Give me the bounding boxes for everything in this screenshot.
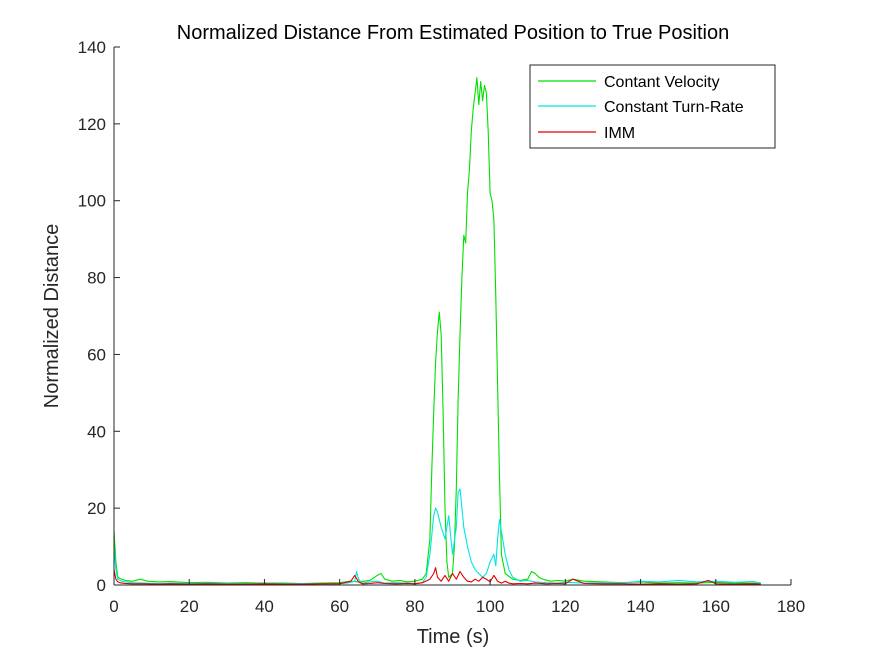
x-tick-label: 80 — [405, 597, 424, 616]
plot-area — [113, 47, 791, 586]
y-tick-label: 40 — [87, 422, 106, 441]
x-tick-label: 20 — [180, 597, 199, 616]
y-tick-label: 80 — [87, 269, 106, 288]
series-line-contant-velocity — [113, 77, 761, 585]
x-tick-label: 100 — [476, 597, 504, 616]
chart-title: Normalized Distance From Estimated Posit… — [177, 22, 729, 44]
x-tick-label: 160 — [702, 597, 730, 616]
legend-label-contant-velocity: Contant Velocity — [604, 74, 720, 91]
y-tick-label: 100 — [78, 192, 106, 211]
y-ticks: 0 20 40 60 80 100 120 140 — [78, 38, 120, 595]
x-axis-label: Time (s) — [417, 626, 490, 648]
x-tick-label: 180 — [777, 597, 805, 616]
y-tick-label: 20 — [87, 499, 106, 518]
y-tick-label: 140 — [78, 38, 106, 57]
y-tick-label: 0 — [97, 576, 106, 595]
legend-label-imm: IMM — [604, 125, 635, 142]
y-axis-label: Normalized Distance — [41, 224, 63, 409]
y-tick-label: 60 — [87, 345, 106, 364]
x-tick-label: 0 — [109, 597, 118, 616]
x-tick-label: 120 — [551, 597, 579, 616]
legend: Contant Velocity Constant Turn-Rate IMM — [529, 64, 776, 149]
y-tick-label: 120 — [78, 115, 106, 134]
x-tick-label: 60 — [330, 597, 349, 616]
series-layer — [113, 77, 762, 585]
x-ticks: 0 20 40 60 80 100 120 140 160 180 — [109, 579, 805, 616]
x-tick-label: 140 — [626, 597, 654, 616]
series-line-imm — [113, 567, 761, 585]
legend-label-constant-turn-rate: Constant Turn-Rate — [604, 99, 744, 116]
x-tick-label: 40 — [255, 597, 274, 616]
